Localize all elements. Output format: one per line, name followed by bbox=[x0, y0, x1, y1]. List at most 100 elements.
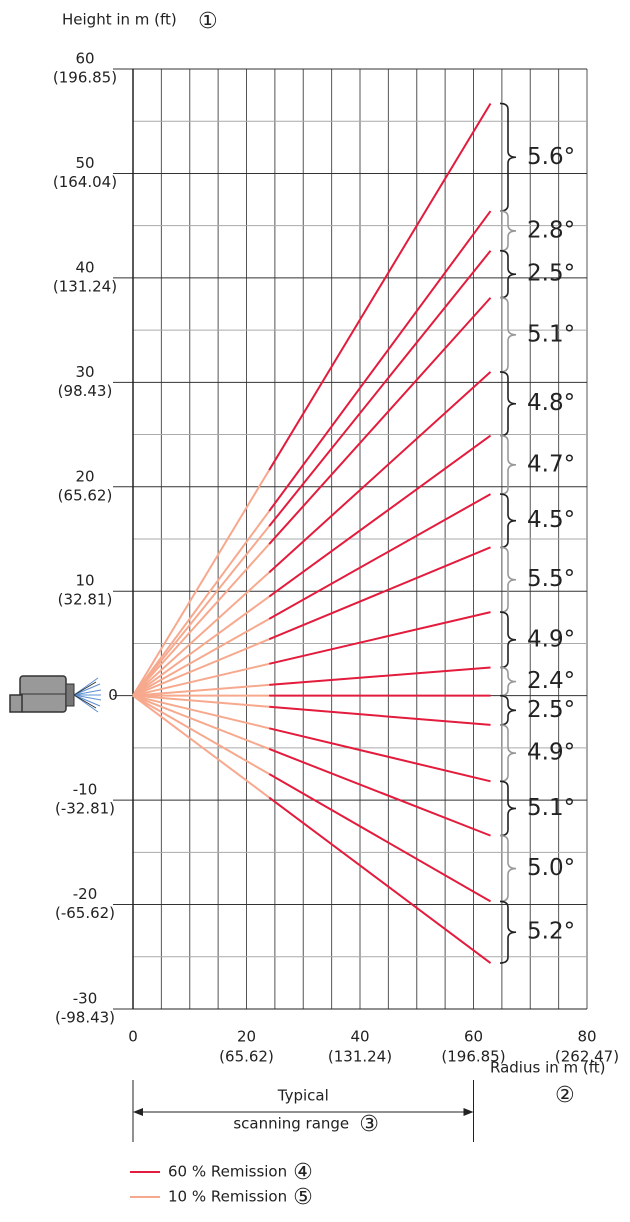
legend-marker: ④ bbox=[293, 1160, 313, 1185]
x-tick-label: 0 bbox=[128, 1028, 138, 1046]
angle-brace bbox=[499, 694, 517, 726]
ray-segment bbox=[132, 595, 270, 697]
ray-segment bbox=[268, 493, 492, 620]
y-tick-label: 10 bbox=[75, 572, 94, 590]
ray-segment bbox=[132, 683, 270, 697]
angle-label: 5.5° bbox=[527, 566, 575, 592]
angle-label: 2.5° bbox=[527, 697, 575, 723]
x-tick-ft-label: (131.24) bbox=[328, 1048, 392, 1066]
chart-title: Height in m (ft) bbox=[62, 11, 177, 29]
ray-segment bbox=[268, 727, 491, 783]
y-tick-label: 30 bbox=[75, 363, 94, 381]
ray-segment bbox=[268, 611, 491, 665]
angle-brace bbox=[499, 546, 517, 613]
angle-label: 2.4° bbox=[527, 668, 575, 694]
ray-segment bbox=[132, 694, 270, 775]
angle-brace bbox=[499, 434, 517, 495]
ray-segment bbox=[132, 694, 270, 708]
title-marker: ① bbox=[198, 9, 218, 34]
x-axis-marker: ② bbox=[555, 1083, 575, 1108]
angle-brace bbox=[499, 900, 517, 964]
ray-segment bbox=[268, 371, 492, 574]
x-tick-ft-label: (65.62) bbox=[219, 1048, 274, 1066]
y-tick-ft-label: (131.24) bbox=[53, 277, 117, 295]
angle-brace bbox=[499, 102, 517, 212]
y-tick-ft-label: (32.81) bbox=[58, 591, 113, 609]
angle-label: 2.8° bbox=[527, 217, 575, 243]
ray-segment bbox=[132, 662, 270, 697]
scanner-icon bbox=[9, 675, 102, 713]
angle-brace bbox=[499, 666, 517, 697]
x-tick-ft-label: (196.85) bbox=[441, 1048, 505, 1066]
angle-label: 4.5° bbox=[527, 507, 575, 533]
angle-brace bbox=[499, 493, 517, 549]
angle-label: 5.1° bbox=[527, 795, 575, 821]
angle-label: 4.9° bbox=[527, 626, 575, 652]
ray-segment bbox=[268, 796, 492, 964]
angle-brace bbox=[499, 611, 517, 669]
y-tick-label: -30 bbox=[73, 990, 98, 1008]
y-tick-label: 20 bbox=[75, 467, 94, 485]
ray-segment bbox=[268, 297, 492, 545]
angle-label: 5.2° bbox=[527, 919, 575, 945]
ray-segment bbox=[269, 666, 491, 686]
range-marker: ③ bbox=[359, 1112, 379, 1137]
y-tick-ft-label: (-32.81) bbox=[55, 800, 115, 818]
angle-brace bbox=[499, 371, 517, 437]
y-tick-ft-label: (-98.43) bbox=[55, 1009, 115, 1027]
ray-segment bbox=[268, 546, 491, 641]
angle-brace bbox=[499, 210, 517, 252]
ray-segment bbox=[132, 571, 270, 697]
x-tick-label: 80 bbox=[577, 1028, 596, 1046]
angle-label: 5.6° bbox=[527, 144, 575, 170]
y-tick-label: 0 bbox=[108, 686, 118, 704]
angle-brace bbox=[499, 724, 517, 783]
angle-brace bbox=[499, 249, 517, 299]
x-tick-label: 60 bbox=[464, 1028, 483, 1046]
ray-segment bbox=[132, 469, 271, 697]
legend-label: 10 % Remission bbox=[168, 1188, 287, 1206]
ray-segment bbox=[132, 618, 270, 697]
y-tick-label: 40 bbox=[75, 258, 94, 276]
ray-segment bbox=[268, 102, 492, 471]
y-tick-label: -20 bbox=[73, 885, 98, 903]
x-tick-label: 20 bbox=[237, 1028, 256, 1046]
ray-segment bbox=[132, 543, 270, 697]
y-tick-ft-label: (164.04) bbox=[53, 173, 117, 191]
ray-segment bbox=[268, 210, 492, 512]
angle-brace bbox=[499, 834, 517, 903]
range-label: Typical bbox=[277, 1087, 329, 1105]
x-tick-label: 40 bbox=[350, 1028, 369, 1046]
y-tick-label: 50 bbox=[75, 154, 94, 172]
angle-label: 5.1° bbox=[527, 321, 575, 347]
ray-segment bbox=[268, 748, 491, 837]
y-tick-ft-label: (-65.62) bbox=[55, 904, 115, 922]
angle-brace bbox=[499, 296, 517, 373]
y-tick-ft-label: (65.62) bbox=[58, 486, 113, 504]
angle-label: 4.8° bbox=[527, 390, 575, 416]
y-tick-ft-label: (196.85) bbox=[53, 69, 117, 87]
ray-segment bbox=[269, 705, 491, 726]
angle-label: 4.7° bbox=[527, 451, 575, 477]
y-tick-label: 60 bbox=[75, 50, 94, 68]
ray-segment bbox=[132, 694, 270, 730]
ray-segment bbox=[132, 694, 270, 750]
ray-segment bbox=[132, 525, 270, 697]
ray-segment bbox=[132, 694, 270, 799]
ray-segment bbox=[132, 510, 271, 697]
angle-label: 4.9° bbox=[527, 740, 575, 766]
ray-segment bbox=[268, 250, 492, 527]
angle-label: 2.5° bbox=[527, 261, 575, 287]
ray-segment bbox=[268, 773, 492, 903]
legend-marker: ⑤ bbox=[293, 1185, 313, 1210]
legend-label: 60 % Remission bbox=[168, 1163, 287, 1181]
x-axis-label: Radius in m (ft) bbox=[490, 1059, 606, 1077]
x-tick-ft-label: (262.47) bbox=[555, 1048, 619, 1066]
y-tick-label: -10 bbox=[73, 781, 98, 799]
ray-segment bbox=[132, 638, 270, 697]
angle-brace bbox=[499, 780, 517, 837]
ray-segment bbox=[268, 434, 492, 598]
range-label: scanning range bbox=[233, 1115, 349, 1133]
angle-label: 5.0° bbox=[527, 855, 575, 881]
